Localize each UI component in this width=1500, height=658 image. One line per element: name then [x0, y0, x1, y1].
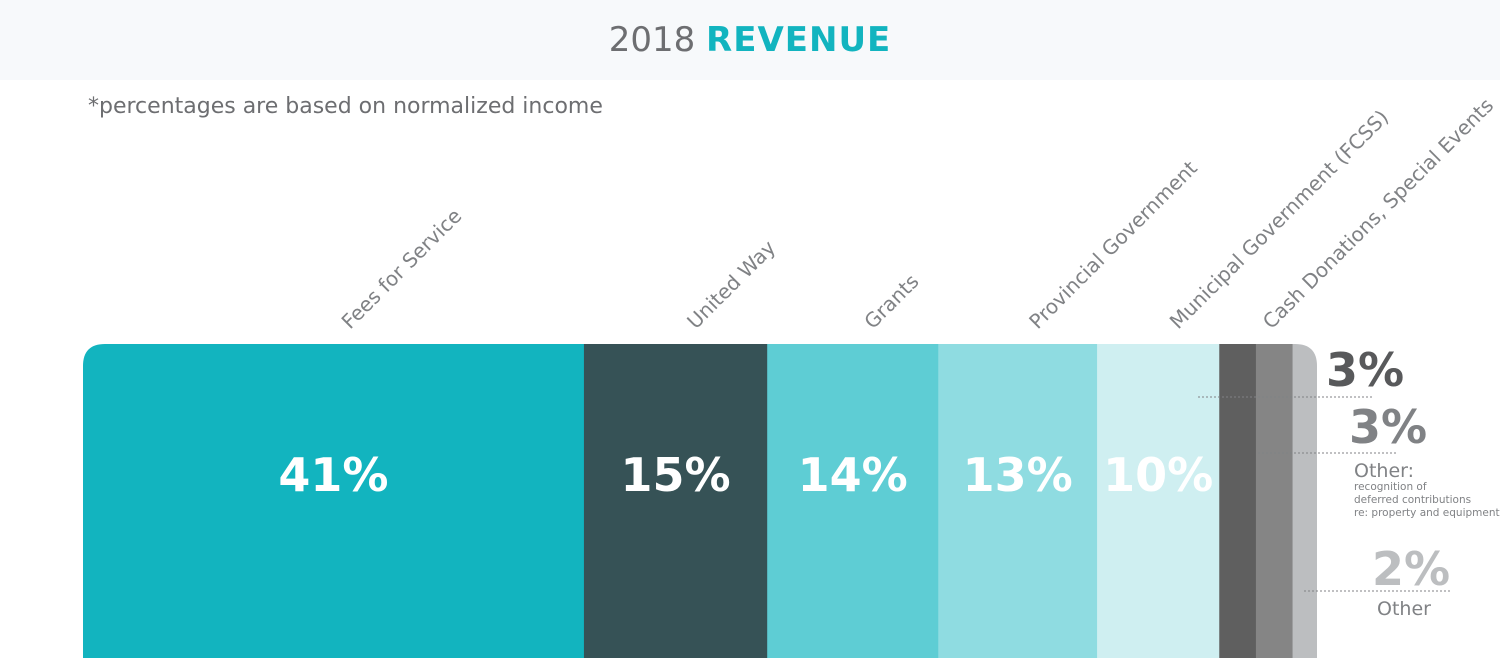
category-label-fees-for-service: Fees for Service — [337, 204, 467, 334]
title-word: REVENUE — [706, 20, 892, 60]
title-year: 2018 — [608, 20, 696, 60]
bar-united-way-1 — [583, 344, 768, 658]
pct-label-fees-for-service: 41% — [278, 448, 388, 502]
side-pct-label-7: 2% — [1372, 542, 1450, 596]
pct-label-municipal-government-fcss: 10% — [1103, 448, 1213, 502]
category-labels: Fees for Service United Way Grants Provinci… — [337, 93, 1499, 333]
bar-provincial-government-3 — [938, 344, 1098, 658]
bar-cash-donations-special-events-5 — [1219, 344, 1257, 658]
footnote: *percentages are based on normalized inc… — [88, 94, 603, 119]
side-pct-label-6: 3% — [1349, 400, 1427, 454]
pct-label-grants: 14% — [798, 448, 908, 502]
side-pct-label-5: 3% — [1326, 343, 1404, 397]
bar-municipal-government-fcss-4 — [1097, 344, 1220, 658]
category-label-grants: Grants — [859, 269, 923, 333]
title-banner — [0, 0, 1500, 80]
bar-segments — [83, 344, 1317, 658]
pct-label-united-way: 15% — [621, 448, 731, 502]
other-label: Other — [1377, 598, 1431, 620]
category-label-united-way: United Way — [682, 235, 780, 333]
bar-other-6 — [1255, 344, 1294, 658]
percent-labels: 41% 15% 14% 13% 10% — [278, 448, 1213, 502]
other-detail-line-1: deferred contributions — [1354, 494, 1471, 506]
other-detail-line-0: recognition of — [1354, 481, 1427, 493]
chart-title: 2018 REVENUE — [0, 20, 1500, 60]
bar-grants-2 — [767, 344, 939, 658]
pct-label-provincial-government: 13% — [963, 448, 1073, 502]
other-label-deferred: Other: — [1354, 460, 1414, 482]
bar-fees-for-service-0 — [83, 344, 585, 658]
bar-other-7 — [1292, 344, 1317, 658]
other-detail-line-2: re: property and equipment — [1354, 507, 1500, 519]
